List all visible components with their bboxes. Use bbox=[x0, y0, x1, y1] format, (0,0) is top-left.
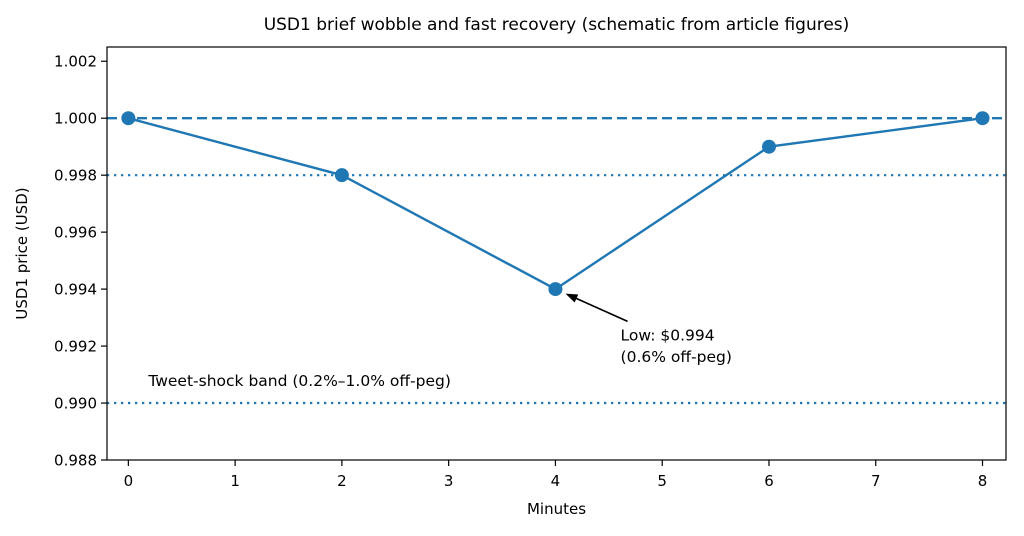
data-point bbox=[975, 111, 990, 126]
data-point bbox=[334, 168, 349, 183]
y-tick-label: 0.990 bbox=[54, 395, 97, 413]
y-tick-label: 1.000 bbox=[54, 110, 97, 128]
chart-title: USD1 brief wobble and fast recovery (sch… bbox=[264, 15, 850, 35]
y-tick-label: 0.992 bbox=[54, 338, 97, 356]
x-tick-label: 0 bbox=[124, 472, 134, 490]
y-tick-label: 1.002 bbox=[54, 53, 97, 71]
axes-layer: 0.988 0.990 0.992 0.994 0.996 0.998 1.000 1.002… bbox=[54, 46, 1007, 490]
y-tick-label: 0.998 bbox=[54, 167, 97, 185]
y-axis-label: USD1 price (USD) bbox=[13, 187, 31, 319]
x-tick-label: 1 bbox=[230, 472, 240, 490]
x-axis-label: Minutes bbox=[527, 500, 586, 518]
x-tick-label: 4 bbox=[551, 472, 561, 490]
series-layer bbox=[121, 111, 990, 323]
x-tick-label: 7 bbox=[871, 472, 881, 490]
annotation-arrow bbox=[573, 296, 628, 323]
x-tick-label: 8 bbox=[978, 472, 988, 490]
data-point bbox=[761, 139, 776, 154]
y-tick-label: 0.996 bbox=[54, 224, 97, 242]
y-tick-label: 0.988 bbox=[54, 452, 97, 470]
x-tick-label: 6 bbox=[764, 472, 774, 490]
data-point bbox=[548, 282, 563, 297]
price-line bbox=[128, 117, 983, 291]
x-tick-label: 5 bbox=[657, 472, 667, 490]
band-label: Tweet-shock band (0.2%–1.0% off-peg) bbox=[147, 372, 451, 390]
y-tick-label: 0.994 bbox=[54, 281, 97, 299]
data-point bbox=[121, 111, 136, 126]
reference-lines-layer bbox=[107, 117, 1006, 405]
plot-frame bbox=[106, 46, 1007, 461]
annotation-arrowhead bbox=[565, 293, 579, 303]
annotation-text-line1: Low: $0.994 bbox=[621, 326, 715, 344]
annotation-text-line2: (0.6% off-peg) bbox=[621, 348, 732, 366]
x-tick-label: 2 bbox=[337, 472, 347, 490]
x-tick-label: 3 bbox=[444, 472, 454, 490]
